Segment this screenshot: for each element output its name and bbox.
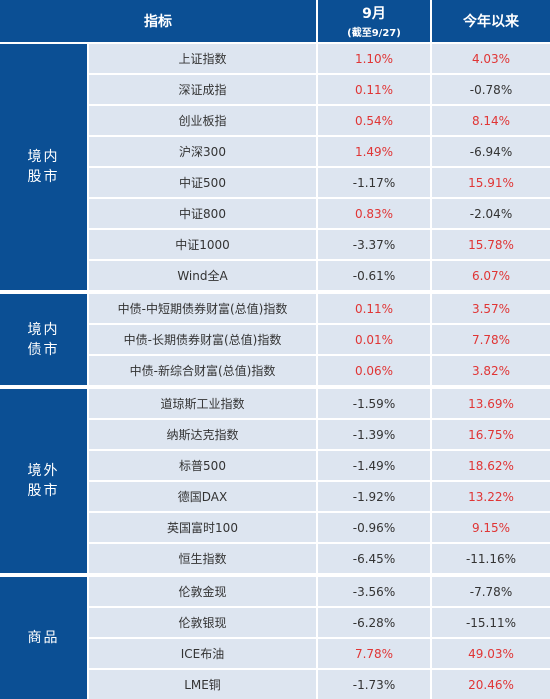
header-ytd-label: 今年以来 bbox=[463, 14, 519, 30]
row-ytd-value: 4.03% bbox=[432, 44, 550, 73]
header-ytd: 今年以来 bbox=[432, 0, 550, 42]
group-label: 境内股市 bbox=[0, 44, 87, 290]
row-ytd-value: 9.15% bbox=[432, 513, 550, 542]
row-ytd-value: 6.07% bbox=[432, 261, 550, 290]
row-september-value: -3.56% bbox=[318, 577, 430, 606]
row-indicator-name: 恒生指数 bbox=[89, 544, 316, 573]
row-ytd-value: -15.11% bbox=[432, 608, 550, 637]
row-indicator-name: 德国DAX bbox=[89, 482, 316, 511]
row-september-value: 0.11% bbox=[318, 294, 430, 323]
header-september-sub: (截至9/27) bbox=[347, 28, 401, 39]
group-label-text: 境内债市 bbox=[27, 321, 60, 358]
group-label-text: 商品 bbox=[27, 630, 60, 646]
row-september-value: -3.37% bbox=[318, 230, 430, 259]
row-indicator-name: 道琼斯工业指数 bbox=[89, 389, 316, 418]
row-ytd-value: -11.16% bbox=[432, 544, 550, 573]
group-label: 境内债市 bbox=[0, 294, 87, 385]
row-ytd-value: -0.78% bbox=[432, 75, 550, 104]
row-indicator-name: 中债-长期债券财富(总值)指数 bbox=[89, 325, 316, 354]
row-indicator-name: ICE布油 bbox=[89, 639, 316, 668]
row-indicator-name: 中证500 bbox=[89, 168, 316, 197]
row-indicator-name: 中债-新综合财富(总值)指数 bbox=[89, 356, 316, 385]
row-indicator-name: 创业板指 bbox=[89, 106, 316, 135]
row-september-value: 1.10% bbox=[318, 44, 430, 73]
group-label-text: 境外股市 bbox=[27, 463, 60, 499]
row-indicator-name: 上证指数 bbox=[89, 44, 316, 73]
row-september-value: -6.28% bbox=[318, 608, 430, 637]
row-indicator-name: 伦敦金现 bbox=[89, 577, 316, 606]
row-september-value: -1.92% bbox=[318, 482, 430, 511]
row-september-value: 7.78% bbox=[318, 639, 430, 668]
row-september-value: -0.61% bbox=[318, 261, 430, 290]
row-ytd-value: 13.69% bbox=[432, 389, 550, 418]
row-ytd-value: -2.04% bbox=[432, 199, 550, 228]
row-ytd-value: 15.91% bbox=[432, 168, 550, 197]
header-indicator: 指标 bbox=[0, 0, 316, 42]
row-september-value: -1.49% bbox=[318, 451, 430, 480]
row-indicator-name: 英国富时100 bbox=[89, 513, 316, 542]
row-september-value: 0.83% bbox=[318, 199, 430, 228]
row-september-value: 0.11% bbox=[318, 75, 430, 104]
row-ytd-value: 3.57% bbox=[432, 294, 550, 323]
row-september-value: 0.01% bbox=[318, 325, 430, 354]
row-september-value: -1.39% bbox=[318, 420, 430, 449]
row-september-value: 0.06% bbox=[318, 356, 430, 385]
group-label: 商品 bbox=[0, 577, 87, 699]
row-ytd-value: -6.94% bbox=[432, 137, 550, 166]
row-indicator-name: 中债-中短期债券财富(总值)指数 bbox=[89, 294, 316, 323]
row-ytd-value: 3.82% bbox=[432, 356, 550, 385]
row-ytd-value: 15.78% bbox=[432, 230, 550, 259]
row-indicator-name: 纳斯达克指数 bbox=[89, 420, 316, 449]
row-september-value: -0.96% bbox=[318, 513, 430, 542]
row-ytd-value: 16.75% bbox=[432, 420, 550, 449]
row-indicator-name: LME铜 bbox=[89, 670, 316, 699]
group-label: 境外股市 bbox=[0, 389, 87, 573]
row-indicator-name: 沪深300 bbox=[89, 137, 316, 166]
row-indicator-name: 中证800 bbox=[89, 199, 316, 228]
row-september-value: 1.49% bbox=[318, 137, 430, 166]
header-indicator-label: 指标 bbox=[144, 14, 172, 30]
row-ytd-value: -7.78% bbox=[432, 577, 550, 606]
group-label-text: 境内股市 bbox=[27, 149, 60, 185]
row-september-value: -1.59% bbox=[318, 389, 430, 418]
row-indicator-name: Wind全A bbox=[89, 261, 316, 290]
row-september-value: 0.54% bbox=[318, 106, 430, 135]
row-indicator-name: 中证1000 bbox=[89, 230, 316, 259]
row-ytd-value: 13.22% bbox=[432, 482, 550, 511]
header-september-label: 9月 bbox=[362, 6, 386, 22]
row-ytd-value: 7.78% bbox=[432, 325, 550, 354]
header-september: 9月 (截至9/27) bbox=[318, 0, 430, 42]
row-ytd-value: 8.14% bbox=[432, 106, 550, 135]
row-ytd-value: 18.62% bbox=[432, 451, 550, 480]
row-indicator-name: 标普500 bbox=[89, 451, 316, 480]
row-september-value: -1.17% bbox=[318, 168, 430, 197]
row-september-value: -6.45% bbox=[318, 544, 430, 573]
row-ytd-value: 20.46% bbox=[432, 670, 550, 699]
row-indicator-name: 伦敦银现 bbox=[89, 608, 316, 637]
row-september-value: -1.73% bbox=[318, 670, 430, 699]
row-ytd-value: 49.03% bbox=[432, 639, 550, 668]
row-indicator-name: 深证成指 bbox=[89, 75, 316, 104]
